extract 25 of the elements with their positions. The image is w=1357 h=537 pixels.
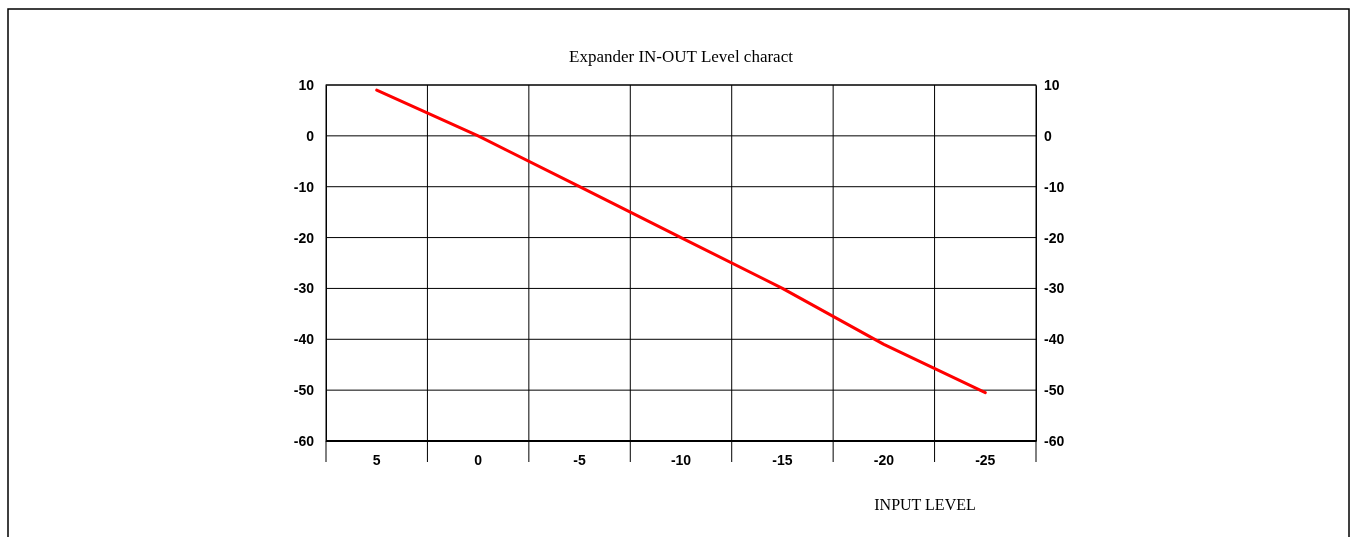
- x-tick-label: 5: [372, 451, 381, 468]
- y-tick-label: -10: [293, 178, 315, 195]
- y2-tick-label: -60: [1044, 432, 1065, 449]
- y-tick-label: -40: [293, 331, 315, 348]
- y-tick-label: -30: [293, 280, 315, 297]
- x-tick-label: 0: [474, 451, 483, 468]
- y-tick-label: 0: [306, 127, 315, 144]
- y-tick-label: -60: [293, 432, 315, 449]
- x-tick-label: -20: [873, 451, 895, 468]
- chart-title: Expander IN-OUT Level charact: [569, 47, 794, 66]
- x-axis-title: INPUT LEVEL: [874, 496, 976, 513]
- y-tick-label: 10: [298, 76, 315, 93]
- x-tick-label: -10: [670, 451, 692, 468]
- y2-tick-label: -20: [1044, 229, 1065, 246]
- x-tick-label: -15: [772, 451, 793, 468]
- y2-tick-label: 0: [1044, 127, 1052, 144]
- y-tick-label: -20: [293, 229, 315, 246]
- y2-tick-label: -50: [1044, 382, 1065, 399]
- x-tick-label: -25: [975, 451, 996, 468]
- y2-tick-label: 10: [1044, 76, 1060, 93]
- y2-tick-label: -10: [1044, 178, 1065, 195]
- y2-tick-label: -30: [1044, 280, 1065, 297]
- y2-tick-label: -40: [1044, 331, 1065, 348]
- y-tick-label: -50: [293, 382, 315, 399]
- x-tick-label: -5: [573, 451, 587, 468]
